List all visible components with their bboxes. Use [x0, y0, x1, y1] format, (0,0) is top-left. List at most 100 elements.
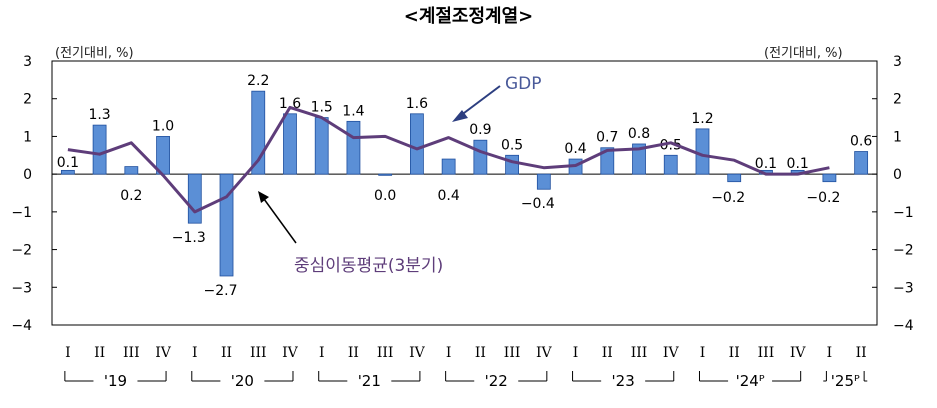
year-label: '20: [231, 372, 254, 390]
bar-gdp: [283, 113, 297, 175]
x-tick-label: IV: [536, 345, 553, 361]
x-tick-label: IV: [155, 345, 172, 361]
bar-value-label: 1.0: [152, 118, 174, 134]
x-tick-label: II: [348, 345, 359, 361]
x-tick-label: II: [729, 345, 740, 361]
bar-gdp: [822, 173, 837, 183]
x-tick-label: I: [319, 345, 325, 361]
x-tick-label: III: [377, 345, 394, 361]
x-tick-label: I: [573, 345, 579, 361]
gdp-annotation-label: GDP: [505, 74, 542, 94]
plot-frame: [51, 60, 878, 326]
moving-average-line: [67, 105, 830, 214]
bar-gdp: [60, 169, 75, 175]
x-tick-label: II: [221, 345, 232, 361]
x-tick-label: IV: [409, 345, 426, 361]
y-tick-label-left: 1: [23, 129, 32, 145]
y-tick-label-right: 2: [893, 92, 902, 108]
bar-value-label: 0.2: [120, 188, 142, 204]
y-tick-label-right: −2: [893, 243, 914, 259]
x-tick-label: IV: [790, 345, 807, 361]
bar-value-label: 0.1: [57, 155, 79, 171]
bar-gdp: [441, 158, 456, 175]
y-tick-label-right: −1: [893, 205, 914, 221]
bar-gdp: [536, 173, 551, 190]
bar-value-label: 1.5: [311, 100, 333, 116]
ma-annotation-arrow: [263, 198, 297, 244]
bar-gdp: [854, 151, 869, 175]
bar-gdp: [314, 117, 329, 175]
year-label: '19: [104, 372, 127, 390]
bar-gdp: [473, 139, 488, 175]
x-tick-label: I: [192, 345, 198, 361]
bar-value-label: 0.1: [755, 156, 777, 172]
bar-value-label: −2.7: [204, 283, 238, 299]
bar-value-label: 1.3: [88, 107, 110, 123]
bar-gdp: [124, 166, 139, 175]
bar-value-label: 1.6: [406, 96, 428, 112]
x-tick-label: I: [700, 345, 706, 361]
y-tick-label-left: 3: [23, 54, 32, 70]
y-tick-label-left: −4: [11, 318, 32, 334]
bar-gdp: [695, 128, 710, 175]
ma-arrow-head: [258, 191, 269, 203]
y-tick-label-right: 1: [893, 129, 902, 145]
x-tick-label: I: [827, 345, 833, 361]
bar-gdp: [632, 143, 646, 175]
year-label: '25ᴾ: [831, 372, 860, 390]
year-label: '23: [612, 372, 635, 390]
x-tick-label: III: [123, 345, 140, 361]
bar-value-label: −0.2: [711, 190, 745, 206]
x-tick-label: III: [250, 345, 267, 361]
x-tick-label: I: [446, 345, 452, 361]
x-tick-label: III: [631, 345, 648, 361]
bar-value-label: 0.4: [564, 141, 586, 157]
chart-title: <계절조정계열>: [403, 6, 534, 27]
bar-gdp: [378, 173, 393, 176]
bar-value-label: 0.5: [660, 137, 682, 153]
moving-average-annotation-label: 중심이동평균(3분기): [294, 256, 444, 276]
x-tick-label: II: [856, 345, 867, 361]
year-label: '22: [485, 372, 508, 390]
bar-value-label: 0.0: [374, 188, 396, 204]
bar-gdp: [410, 113, 424, 175]
x-tick-label: II: [602, 345, 613, 361]
bar-value-label: 0.4: [438, 188, 460, 204]
bar-value-label: 2.2: [247, 73, 269, 89]
right-axis-unit: (전기대비, %): [764, 46, 843, 61]
gdp-annotation-arrow: [459, 85, 501, 117]
bar-gdp: [600, 147, 615, 175]
bar-gdp: [346, 120, 361, 175]
y-tick-label-left: 0: [23, 167, 32, 183]
y-tick-label-left: −2: [11, 243, 32, 259]
bar-gdp: [92, 124, 107, 175]
x-tick-label: I: [65, 345, 71, 361]
y-tick-label-right: 3: [893, 54, 902, 70]
bar-value-label: 0.1: [787, 156, 809, 172]
bar-value-label: −0.2: [806, 190, 840, 206]
y-tick-label-right: 0: [893, 167, 902, 183]
bar-gdp: [505, 154, 519, 175]
y-tick-label-left: −3: [11, 280, 32, 296]
left-axis-unit: (전기대비, %): [55, 46, 134, 61]
y-tick-label-right: −3: [893, 280, 914, 296]
bar-value-label: −0.4: [521, 196, 555, 212]
gdp-arrow-head: [452, 110, 468, 122]
x-tick-label: III: [504, 345, 521, 361]
x-tick-label: IV: [663, 345, 680, 361]
bar-value-label: −1.3: [172, 230, 206, 246]
bar-value-label: 1.4: [342, 103, 364, 119]
bar-value-label: 0.5: [501, 137, 523, 153]
bar-gdp: [727, 173, 742, 183]
year-label: '21: [358, 372, 381, 390]
bar-gdp: [663, 154, 678, 175]
bar-gdp: [187, 173, 202, 224]
y-tick-label-left: 2: [23, 92, 32, 108]
year-label: '24ᴾ: [736, 372, 765, 390]
bar-value-label: 0.7: [596, 130, 618, 146]
y-tick-label-left: −1: [11, 205, 32, 221]
x-tick-label: II: [94, 345, 105, 361]
x-tick-label: IV: [282, 345, 299, 361]
x-tick-label: III: [758, 345, 775, 361]
